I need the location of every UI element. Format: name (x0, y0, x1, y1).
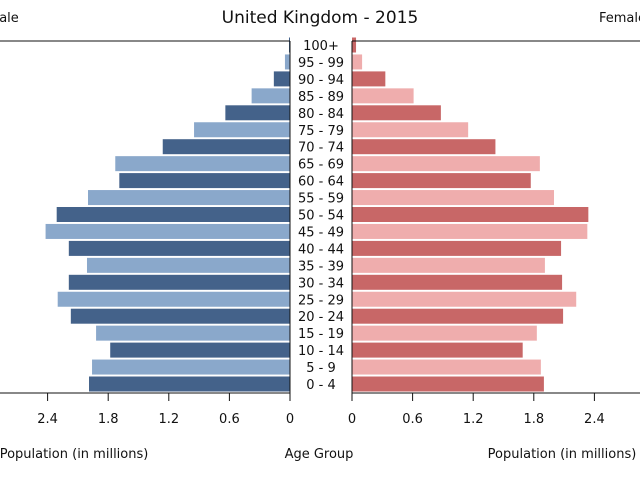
age-group-label: 60 - 64 (298, 175, 344, 190)
female-label: Female (599, 11, 640, 26)
male-bar-20-24 (70, 308, 290, 324)
female-bar-55-59 (352, 190, 554, 206)
male-bar-40-44 (68, 240, 290, 256)
x-axis-label-center: Age Group (285, 447, 354, 462)
age-group-label: 20 - 24 (298, 310, 344, 325)
male-bar-5-9 (92, 359, 290, 375)
x-axis-label-left: Population (in millions) (0, 447, 148, 462)
male-bar-90-94 (273, 71, 290, 87)
right-tick-label: 1.8 (523, 412, 544, 427)
male-bar-75-79 (194, 122, 290, 138)
female-bar-80-84 (352, 105, 441, 121)
female-bar-0-4 (352, 376, 544, 392)
age-group-label: 85 - 89 (298, 90, 344, 105)
age-group-label: 40 - 44 (298, 242, 344, 257)
left-tick-label: 0.6 (219, 412, 240, 427)
age-group-label: 50 - 54 (298, 209, 344, 224)
female-bar-45-49 (352, 223, 588, 239)
age-group-label: 75 - 79 (298, 124, 344, 139)
age-group-label: 15 - 19 (298, 327, 344, 342)
age-group-label: 95 - 99 (298, 56, 344, 71)
left-tick-label: 1.8 (98, 412, 119, 427)
male-bar-10-14 (110, 342, 290, 358)
male-bar-30-34 (68, 274, 290, 290)
age-group-label: 80 - 84 (298, 107, 344, 122)
male-bar-35-39 (86, 257, 291, 273)
male-bar-0-4 (89, 376, 290, 392)
male-bar-80-84 (225, 105, 290, 121)
age-group-label: 55 - 59 (298, 192, 344, 207)
age-group-label: 70 - 74 (298, 141, 344, 156)
male-bar-70-74 (162, 139, 290, 155)
female-bar-85-89 (352, 88, 414, 104)
male-bar-60-64 (119, 173, 290, 189)
age-group-label: 100+ (303, 39, 339, 54)
female-bar-70-74 (352, 139, 496, 155)
chart-title: United Kingdom - 2015 (222, 8, 419, 28)
female-bar-100+ (352, 37, 357, 53)
male-bar-50-54 (56, 207, 290, 222)
age-group-label: 10 - 14 (298, 344, 344, 359)
male-bar-65-69 (115, 156, 291, 172)
age-group-label: 35 - 39 (298, 259, 344, 274)
female-bar-30-34 (352, 274, 563, 290)
female-bar-50-54 (352, 207, 589, 222)
age-group-label: 25 - 29 (298, 293, 344, 308)
male-bar-95-99 (284, 54, 290, 70)
right-tick-label: 2.4 (584, 412, 605, 427)
male-bar-45-49 (45, 223, 290, 239)
female-bar-10-14 (352, 342, 523, 358)
male-bar-25-29 (57, 291, 291, 307)
female-bar-20-24 (352, 308, 564, 324)
female-bar-90-94 (352, 71, 386, 87)
right-tick-label: 0.6 (402, 412, 423, 427)
age-group-label: 90 - 94 (298, 73, 344, 88)
age-group-label: 65 - 69 (298, 158, 344, 173)
female-bar-15-19 (352, 325, 537, 341)
male-bar-15-19 (96, 325, 290, 341)
female-bar-75-79 (352, 122, 469, 138)
female-bar-40-44 (352, 240, 562, 256)
male-bar-55-59 (88, 190, 290, 206)
male-label: Male (0, 11, 19, 26)
female-bar-95-99 (352, 54, 363, 70)
left-tick-label: 0 (286, 412, 294, 427)
male-bar-100+ (288, 37, 290, 53)
female-bar-5-9 (352, 359, 541, 375)
female-bar-25-29 (352, 291, 577, 307)
right-tick-label: 1.2 (463, 412, 484, 427)
female-bar-60-64 (352, 173, 531, 189)
age-group-label: 45 - 49 (298, 225, 344, 240)
left-tick-label: 1.2 (158, 412, 179, 427)
age-group-label: 0 - 4 (306, 378, 336, 393)
left-tick-label: 2.4 (37, 412, 58, 427)
x-axis-label-right: Population (in millions) (488, 447, 637, 462)
right-tick-label: 0 (348, 412, 356, 427)
female-bar-35-39 (352, 257, 545, 273)
age-group-label: 30 - 34 (298, 276, 344, 291)
age-group-label: 5 - 9 (306, 361, 336, 376)
male-bar-85-89 (251, 88, 290, 104)
female-bar-65-69 (352, 156, 540, 172)
